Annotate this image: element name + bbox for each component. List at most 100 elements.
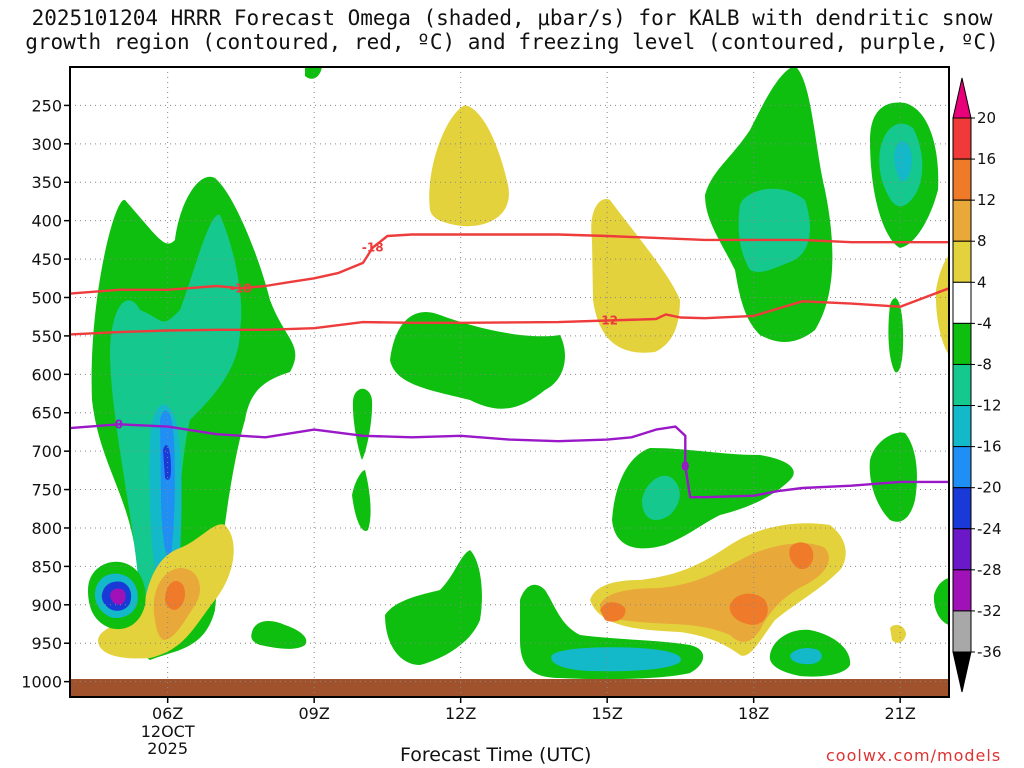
colorbar-label-4: 4 bbox=[977, 273, 987, 291]
y-tick-label-1000: 1000 bbox=[21, 673, 62, 692]
credit-link[interactable]: coolwx.com/models bbox=[826, 746, 1002, 765]
shade-right-edge-yellow bbox=[935, 255, 949, 355]
colorbar-label-6: -8 bbox=[977, 355, 992, 373]
colorbar-segment-8 bbox=[952, 446, 972, 489]
shade-ascent-21z-mid bbox=[869, 432, 917, 522]
contour-label-m12: -12 bbox=[596, 314, 618, 328]
y-tick-label-950: 950 bbox=[31, 634, 62, 653]
colorbar-label-3: 8 bbox=[977, 232, 987, 250]
contour-line-m18 bbox=[70, 233, 949, 295]
y-tick-label-300: 300 bbox=[31, 135, 62, 154]
colorbar-segment-1 bbox=[952, 158, 972, 201]
colorbar-label-5: -4 bbox=[977, 314, 992, 332]
y-tick-label-850: 850 bbox=[31, 557, 62, 576]
shade-descent-15z-orange bbox=[600, 602, 626, 622]
x-tick-label-21Z: 21Z bbox=[885, 704, 916, 723]
y-tick-label-450: 450 bbox=[31, 250, 62, 269]
shade-sliver-21z bbox=[888, 298, 904, 373]
contour-label-m18: -18 bbox=[230, 281, 252, 295]
shade-descent-18z-orange-a bbox=[729, 593, 768, 625]
colorbar-label-10: -24 bbox=[977, 520, 1002, 538]
shade-ascent-18z-core bbox=[738, 188, 810, 273]
shade-ascent-09z-low bbox=[251, 620, 307, 649]
colorbar-label-0: 20 bbox=[977, 109, 996, 127]
colorbar-top-arrow bbox=[952, 77, 972, 119]
colorbar-segment-12 bbox=[952, 610, 972, 653]
colorbar-label-11: -28 bbox=[977, 561, 1002, 579]
shade-sliver-10z-b bbox=[352, 470, 371, 531]
colorbar-label-1: 16 bbox=[977, 150, 996, 168]
y-tick-label-750: 750 bbox=[31, 481, 62, 500]
colorbar-segment-2 bbox=[952, 199, 972, 242]
shade-ascent-12z-low bbox=[385, 550, 482, 665]
shade-ascent-left-strong bbox=[160, 410, 175, 560]
y-axis: 250 300 350 400 450 500 550 600 650 700 750 800 850 9… bbox=[21, 96, 70, 692]
x-tick-label-06Z: 06Z bbox=[152, 704, 183, 723]
colorbar-segment-4 bbox=[952, 281, 972, 324]
shade-descent-17z-core bbox=[600, 543, 829, 642]
y-tick-label-650: 650 bbox=[31, 404, 62, 423]
shade-ascent-16z-core bbox=[642, 475, 680, 520]
y-tick-label-400: 400 bbox=[31, 212, 62, 231]
contour-label-0: 0 bbox=[115, 417, 123, 431]
shade-ascent-19z-low-core bbox=[790, 647, 822, 665]
colorbar: 20 16 12 8 4 -4 -8 -12 -16 -20 -24 -28 -32 -36 bbox=[952, 77, 1002, 693]
x-tick-label-09Z: 09Z bbox=[299, 704, 330, 723]
shade-ascent-left-core bbox=[110, 214, 242, 619]
title-line-1: 2025101204 HRRR Forecast Omega (shaded, … bbox=[31, 6, 993, 30]
colorbar-label-12: -32 bbox=[977, 602, 1002, 620]
y-tick-label-700: 700 bbox=[31, 442, 62, 461]
colorbar-label-2: 12 bbox=[977, 191, 996, 209]
x-tick-label-18Z: 18Z bbox=[738, 704, 769, 723]
contour-line-m12 bbox=[70, 287, 949, 336]
y-tick-label-900: 900 bbox=[31, 596, 62, 615]
shade-descent-19z-orange bbox=[789, 542, 814, 570]
y-tick-label-250: 250 bbox=[31, 96, 62, 115]
x-tick-label-15Z: 15Z bbox=[592, 704, 623, 723]
x-tick-date: 12OCT bbox=[141, 722, 195, 741]
x-tick-year: 2025 bbox=[147, 739, 188, 758]
ground-strip bbox=[70, 679, 949, 696]
colorbar-segment-0 bbox=[952, 117, 972, 160]
shade-descent-21z-small bbox=[890, 624, 906, 643]
colorbar-label-13: -36 bbox=[977, 643, 1002, 661]
colorbar-bottom-arrow bbox=[952, 651, 972, 693]
colorbar-segment-10 bbox=[952, 528, 972, 571]
shade-descent-06z-orange bbox=[165, 580, 186, 610]
shade-ascent-right-edge-low bbox=[933, 578, 949, 625]
shaded-fields bbox=[88, 67, 949, 680]
shade-top-small bbox=[305, 67, 322, 79]
colorbar-label-8: -16 bbox=[977, 438, 1002, 456]
shade-sliver-10z-a bbox=[352, 388, 373, 460]
colorbar-segment-6 bbox=[952, 363, 972, 407]
title-line-2: growth region (contoured, red, ºC) and f… bbox=[25, 30, 999, 54]
colorbar-label-7: -12 bbox=[977, 397, 1002, 415]
shade-descent-12z-upper bbox=[429, 105, 509, 227]
colorbar-segment-9 bbox=[952, 487, 972, 530]
shade-ascent-05z-purple bbox=[110, 588, 126, 605]
chart-title: 2025101204 HRRR Forecast Omega (shaded, … bbox=[0, 6, 1024, 54]
colorbar-segment-3 bbox=[952, 240, 972, 283]
y-tick-label-800: 800 bbox=[31, 519, 62, 538]
shade-descent-15z-upper bbox=[591, 199, 680, 353]
y-tick-label-600: 600 bbox=[31, 365, 62, 384]
y-tick-label-350: 350 bbox=[31, 173, 62, 192]
grid bbox=[70, 67, 949, 697]
shade-ascent-21z-inner bbox=[894, 141, 912, 182]
colorbar-segment-7 bbox=[952, 405, 972, 448]
colorbar-segment-11 bbox=[952, 569, 972, 612]
contour-lines: -18 -18 -12 0 0 bbox=[70, 233, 949, 499]
contour-line-0 bbox=[70, 423, 949, 499]
x-axis-label: Forecast Time (UTC) bbox=[400, 744, 592, 766]
y-tick-label-550: 550 bbox=[31, 327, 62, 346]
colorbar-segment-5 bbox=[952, 322, 972, 365]
contour-label-0: 0 bbox=[681, 460, 689, 474]
shade-ascent-11z-mid bbox=[390, 312, 565, 409]
shade-ascent-left-max bbox=[163, 445, 171, 480]
y-tick-label-500: 500 bbox=[31, 288, 62, 307]
shade-ascent-15z-low-core bbox=[551, 647, 681, 672]
plot-frame bbox=[69, 66, 950, 698]
contour-label-m18: -18 bbox=[362, 241, 384, 255]
